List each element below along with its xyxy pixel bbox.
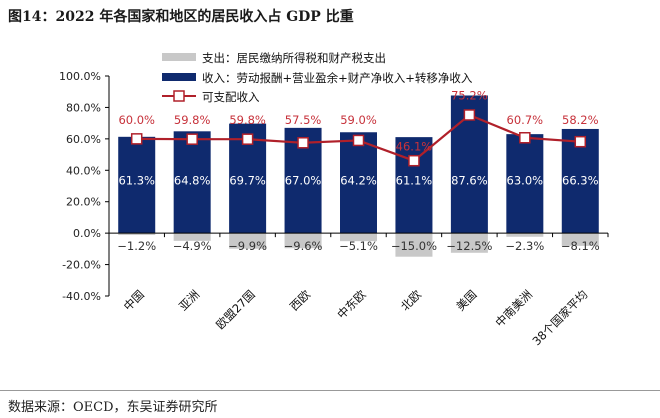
disposable-income-label: 57.5% xyxy=(285,113,322,127)
disposable-income-label: 60.0% xyxy=(118,113,155,127)
category-label: 欧盟27国 xyxy=(213,287,258,332)
category-label: 亚洲 xyxy=(176,287,202,313)
income-label: 67.0% xyxy=(285,173,322,187)
category-label: 西欧 xyxy=(287,287,314,314)
expense-bar xyxy=(506,233,544,237)
expense-label: −9.9% xyxy=(228,239,267,253)
income-label: 61.1% xyxy=(396,173,433,187)
y-tick-label: 60.0% xyxy=(66,133,101,146)
disposable-income-label: 59.0% xyxy=(340,113,377,127)
expense-label: −9.6% xyxy=(284,239,323,253)
disposable-income-marker xyxy=(186,133,198,145)
y-tick-label: -20.0% xyxy=(62,259,101,272)
expense-bar xyxy=(395,233,433,257)
expense-label: −1.2% xyxy=(117,239,156,253)
income-bar xyxy=(395,137,433,234)
category-label: 北欧 xyxy=(398,287,425,314)
income-label: 64.2% xyxy=(340,173,377,187)
y-tick-label: 20.0% xyxy=(66,196,101,209)
income-bar xyxy=(173,131,211,234)
category-label: 中国 xyxy=(121,287,147,313)
category-label: 中东欧 xyxy=(334,287,369,322)
y-tick-label: 100.0% xyxy=(59,70,101,83)
legend-swatch-expense xyxy=(162,53,196,61)
disposable-income-marker xyxy=(519,132,531,144)
legend-label-expense: 支出：居民缴纳所得税和财产税支出 xyxy=(202,51,386,65)
disposable-income-marker xyxy=(408,154,420,167)
legend-label-line: 可支配收入 xyxy=(202,90,260,104)
income-bar xyxy=(340,132,377,234)
disposable-income-marker xyxy=(463,109,476,121)
source-note: 数据来源：OECD，东吴证券研究所 xyxy=(8,400,218,415)
disposable-income-marker xyxy=(130,133,143,145)
disposable-income-marker xyxy=(241,133,254,145)
category-label: 中南美洲 xyxy=(493,287,535,329)
income-label: 64.8% xyxy=(174,173,211,187)
y-tick-label: -40.0% xyxy=(62,290,101,303)
expense-label: −2.3% xyxy=(505,239,544,253)
legend-marker-line xyxy=(173,90,185,102)
disposable-income-marker xyxy=(352,134,365,147)
disposable-income-label: 59.8% xyxy=(229,113,266,127)
income-label: 63.0% xyxy=(507,173,544,187)
y-tick-label: 80.0% xyxy=(66,101,101,114)
y-tick-label: 40.0% xyxy=(66,164,101,177)
expense-bar xyxy=(450,233,488,253)
disposable-income-label: 75.2% xyxy=(451,88,488,102)
category-label: 美国 xyxy=(453,287,479,313)
y-tick-label: 0.0% xyxy=(73,227,101,240)
divider xyxy=(0,390,660,391)
income-label: 69.7% xyxy=(229,173,266,187)
expense-bar xyxy=(229,233,267,249)
expense-label: −4.9% xyxy=(173,239,212,253)
disposable-income-marker xyxy=(574,135,587,148)
expense-bar xyxy=(173,233,211,241)
expense-label: −12.5% xyxy=(446,239,492,253)
disposable-income-marker xyxy=(297,137,309,149)
income-label: 61.3% xyxy=(118,173,155,187)
disposable-income-label: 46.1% xyxy=(396,140,433,154)
income-bar xyxy=(506,134,544,234)
expense-label: −5.1% xyxy=(339,239,378,253)
income-label: 87.6% xyxy=(451,173,488,187)
expense-bar xyxy=(340,233,377,242)
category-label: 38个国家平均 xyxy=(529,287,590,348)
income-bar xyxy=(118,136,156,234)
legend-swatch-income xyxy=(162,73,196,81)
legend-label-income: 收入：劳动报酬+营业盈余+财产净收入+转移净收入 xyxy=(202,71,473,85)
chart-svg: -40.0% -20.0% 0.0% 20.0% 40.0% 60.0% 80.0% 100.… xyxy=(59,51,609,348)
income-label: 66.3% xyxy=(562,173,599,187)
disposable-income-label: 58.2% xyxy=(562,113,599,127)
expense-label: −8.1% xyxy=(561,239,600,253)
disposable-income-label: 60.7% xyxy=(507,113,544,127)
expense-bar xyxy=(561,233,599,246)
chart-title: 图14：2022 年各国家和地区的居民收入占 GDP 比重 xyxy=(8,9,354,25)
expense-bar xyxy=(284,233,322,249)
expense-bar xyxy=(118,233,156,236)
expense-label: −15.0% xyxy=(391,239,437,253)
disposable-income-label: 59.8% xyxy=(174,113,211,127)
